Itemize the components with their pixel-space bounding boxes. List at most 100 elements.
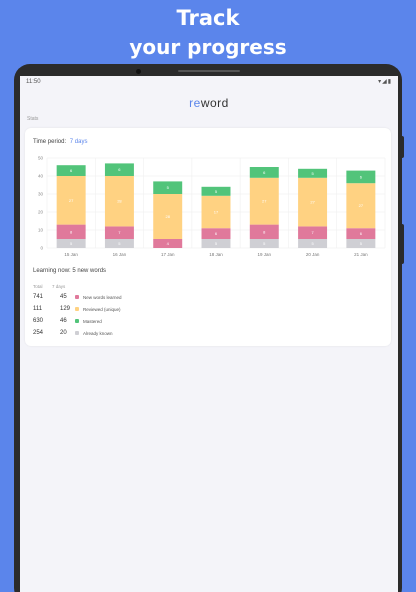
bar-value-label: 5 xyxy=(215,241,218,246)
y-tick-label: 40 xyxy=(38,174,44,179)
bar-segment xyxy=(56,165,86,176)
bar-value-label: 28 xyxy=(117,199,122,204)
progress-chart: 0 10 20 30 40 50 5 8 27 6 15 Jan 5 7 28 6 16 Jan 4 28 5 17 … xyxy=(38,156,386,257)
bar-value-label: 5 xyxy=(360,241,363,246)
y-tick-label: 50 xyxy=(38,156,44,161)
promo-title-line2: your progress xyxy=(129,35,287,59)
legend-swatch xyxy=(75,319,79,323)
y-tick-label: 10 xyxy=(38,228,44,233)
bar-segment xyxy=(346,228,376,239)
learning-now: Learning now: 5 new words xyxy=(33,268,107,274)
bar-segment xyxy=(298,239,328,248)
camera-icon xyxy=(136,69,141,74)
legend-row: 630 46 Mastered xyxy=(25,318,225,327)
legend-total: 741 xyxy=(33,294,44,300)
bar-value-label: 8 xyxy=(263,229,266,234)
stats-card: Time period: 7 days 0 10 20 30 40 50 5 8 27 6 15 J… xyxy=(25,128,391,346)
legend-week: 46 xyxy=(60,318,67,324)
bar-value-label: 6 xyxy=(118,167,121,172)
legend-week: 45 xyxy=(60,294,67,300)
bar-segment xyxy=(56,224,86,239)
bar-value-label: 4 xyxy=(167,241,170,246)
bar-value-label: 7 xyxy=(118,230,121,235)
bar-segment xyxy=(249,167,279,178)
promo-title-line1: Track xyxy=(176,6,240,30)
bar-value-label: 6 xyxy=(215,231,218,236)
time-period: Time period: 7 days xyxy=(33,139,87,145)
x-tick-label: 20 Jan xyxy=(306,252,320,257)
x-tick-label: 16 Jan xyxy=(113,252,127,257)
bar-segment xyxy=(201,195,231,229)
x-tick-label: 15 Jan xyxy=(64,252,78,257)
bar-value-label: 5 xyxy=(167,185,170,190)
x-tick-label: 19 Jan xyxy=(258,252,272,257)
time-period-label: Time period: xyxy=(33,139,67,145)
y-tick-label: 0 xyxy=(40,246,43,251)
bar-segment xyxy=(201,228,231,239)
legend-label: Reviewed (unique) xyxy=(83,306,121,312)
bar-value-label: 27 xyxy=(310,200,315,205)
bar-segment xyxy=(104,176,134,227)
bar-value-label: 17 xyxy=(214,210,219,215)
bar-segment xyxy=(249,224,279,239)
bar-value-label: 5 xyxy=(311,171,314,176)
x-tick-label: 17 Jan xyxy=(161,252,175,257)
bar-segment xyxy=(249,239,279,248)
status-icons: ▾◢▮ xyxy=(378,79,392,85)
bar-value-label: 8 xyxy=(70,229,73,234)
status-bar: 11:50 ▾◢▮ xyxy=(20,76,398,88)
legend-swatch xyxy=(75,331,79,335)
status-time: 11:50 xyxy=(26,79,41,85)
bar-value-label: 5 xyxy=(70,241,73,246)
app-screen: 11:50 ▾◢▮ reword Stats Time period: 7 da… xyxy=(20,76,398,592)
bar-value-label: 28 xyxy=(165,214,170,219)
bar-value-label: 7 xyxy=(311,230,314,235)
col-week-header: 7 days xyxy=(52,284,66,289)
x-tick-label: 18 Jan xyxy=(209,252,223,257)
bar-segment xyxy=(346,183,376,229)
bar-segment xyxy=(249,177,279,225)
bar-value-label: 5 xyxy=(311,241,314,246)
x-tick-label: 21 Jan xyxy=(354,252,368,257)
legend-row: 254 20 Already known xyxy=(25,330,225,339)
bar-value-label: 5 xyxy=(215,189,218,194)
legend-label: Already known xyxy=(83,330,113,336)
volume-button xyxy=(400,136,404,158)
bar-segment xyxy=(153,194,183,239)
bar-segment xyxy=(346,239,376,248)
bar-segment xyxy=(104,226,134,239)
y-tick-label: 30 xyxy=(38,192,44,197)
bar-segment xyxy=(153,181,183,194)
bar-value-label: 6 xyxy=(263,170,266,175)
bar-segment xyxy=(104,239,134,248)
bar-segment xyxy=(298,226,328,239)
power-button xyxy=(400,224,404,264)
bar-segment xyxy=(56,239,86,248)
legend-row: 741 45 New words learned xyxy=(25,294,225,303)
bar-value-label: 5 xyxy=(263,241,266,246)
bar-segment xyxy=(346,170,376,184)
time-period-select[interactable]: 7 days xyxy=(69,139,88,145)
legend-swatch xyxy=(75,307,79,311)
bar-value-label: 5 xyxy=(118,241,121,246)
legend-week: 129 xyxy=(60,306,71,312)
legend-swatch xyxy=(75,295,79,299)
bar-segment xyxy=(56,176,86,225)
bar-segment xyxy=(298,168,328,178)
logo-prefix: re xyxy=(189,96,201,110)
bar-value-label: 27 xyxy=(69,198,74,203)
bar-value-label: 6 xyxy=(360,174,363,179)
legend-week: 20 xyxy=(60,330,67,336)
bar-segment xyxy=(298,177,328,227)
app-logo: reword xyxy=(20,96,398,110)
col-total-header: Total xyxy=(33,284,43,289)
bar-segment xyxy=(153,239,183,248)
legend-row: 111 129 Reviewed (unique) xyxy=(25,306,225,315)
logo-suffix: word xyxy=(200,96,229,110)
legend-total: 630 xyxy=(33,318,44,324)
bar-segment xyxy=(201,239,231,248)
bar-segment xyxy=(104,163,134,176)
legend-label: New words learned xyxy=(83,294,122,300)
legend-label: Mastered xyxy=(83,318,102,324)
legend-total: 254 xyxy=(33,330,44,336)
